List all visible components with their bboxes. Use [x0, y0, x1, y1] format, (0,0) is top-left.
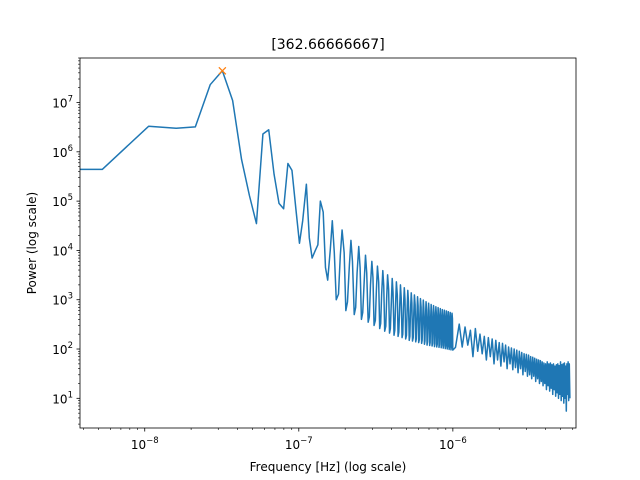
marker-layer: [218, 66, 227, 75]
series-line-0: [80, 70, 571, 412]
peak-marker-stroke-b: [218, 66, 227, 75]
y-tick-label: 103: [52, 292, 73, 308]
axes-frame: [79, 57, 577, 429]
y-tick-label: 101: [52, 390, 73, 406]
x-axis: 10−8 10−7 10−6: [83, 428, 574, 452]
y-axis: 101 102 103 104 105 106 107: [52, 57, 80, 425]
y-tick-label: 105: [52, 193, 73, 209]
series-layer: [80, 70, 571, 412]
x-axis-label: Frequency [Hz] (log scale): [250, 460, 407, 474]
y-tick-label: 107: [52, 95, 73, 111]
y-tick-label: 102: [52, 341, 73, 357]
plot-area: [80, 66, 571, 412]
peak-marker: [218, 66, 227, 75]
chart-title: [362.66666667]: [271, 37, 384, 53]
x-tick-label: 10−6: [439, 436, 467, 452]
y-tick-label: 104: [52, 242, 73, 258]
y-tick-label: 106: [52, 144, 73, 160]
x-tick-label: 10−8: [131, 436, 159, 452]
x-tick-label: 10−7: [285, 436, 313, 452]
y-axis-label: Power (log scale): [25, 192, 39, 295]
